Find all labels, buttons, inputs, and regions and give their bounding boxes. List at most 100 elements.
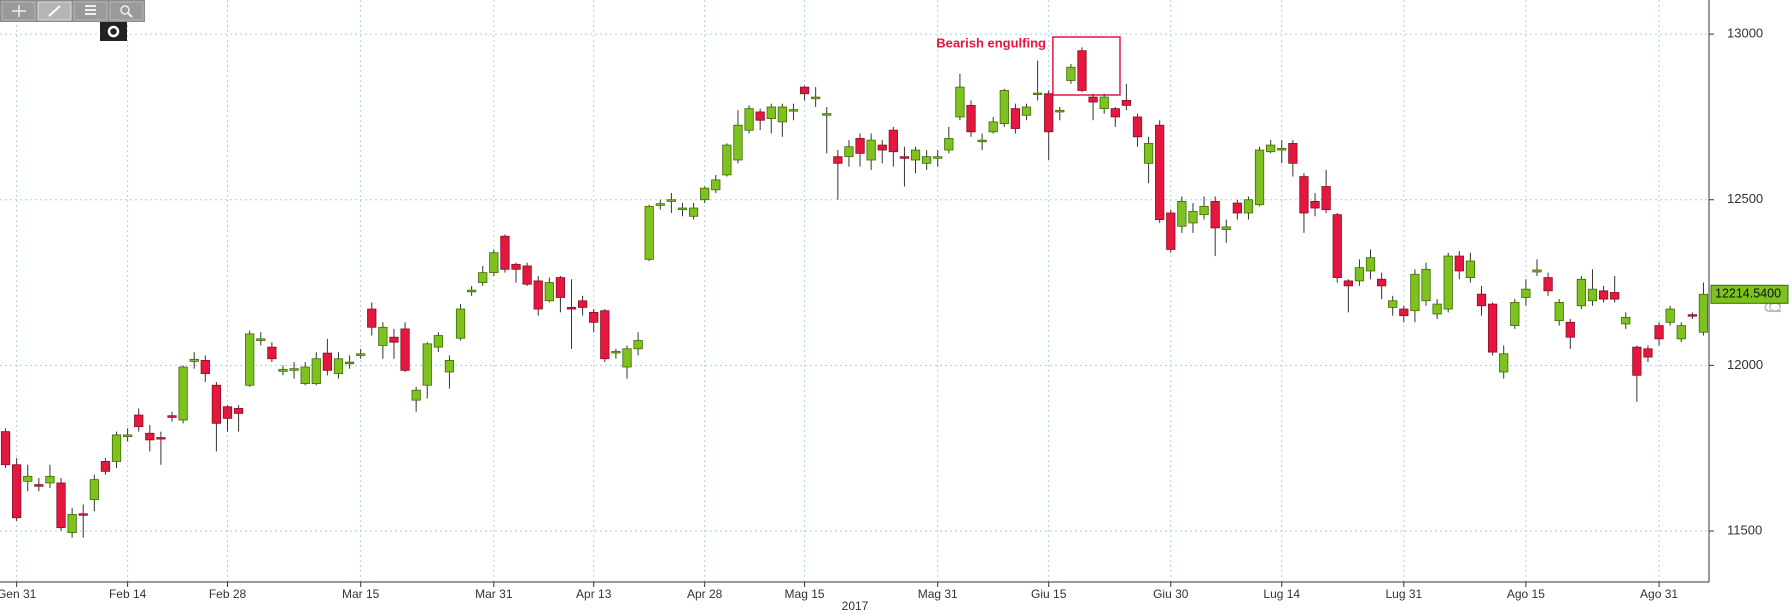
candle-body bbox=[1254, 149, 1265, 206]
candle-body bbox=[1399, 308, 1409, 317]
candle-body bbox=[1554, 302, 1564, 322]
candle-body bbox=[1654, 325, 1664, 340]
candle-body bbox=[922, 156, 932, 164]
draw-icon bbox=[48, 5, 61, 17]
candle-body bbox=[988, 121, 998, 133]
candle-body bbox=[1521, 288, 1531, 298]
candle-body bbox=[910, 149, 921, 161]
candle-body bbox=[1199, 205, 1209, 216]
candle-body bbox=[822, 113, 832, 116]
candle-body bbox=[888, 129, 898, 153]
candle-body bbox=[1410, 273, 1420, 312]
candle-body bbox=[1487, 303, 1498, 353]
candle-body bbox=[1643, 348, 1653, 358]
candle-body bbox=[1077, 50, 1087, 91]
candle-body bbox=[34, 484, 44, 487]
y-tick-label: 13000 bbox=[1727, 26, 1763, 41]
candle-body bbox=[1310, 200, 1320, 209]
candle-body bbox=[1388, 300, 1398, 308]
candle-body bbox=[844, 146, 854, 158]
candle-body bbox=[1610, 292, 1620, 300]
settings-button[interactable] bbox=[100, 22, 127, 41]
candle-body bbox=[1543, 277, 1553, 292]
candle-body bbox=[544, 282, 554, 302]
candle-body bbox=[389, 336, 399, 343]
candle-body bbox=[78, 513, 88, 516]
candle-body bbox=[489, 252, 499, 274]
x-tick-label: Feb 14 bbox=[109, 587, 147, 601]
y-tick-label: 12000 bbox=[1727, 357, 1763, 372]
candle-body bbox=[933, 156, 943, 159]
candle-body bbox=[1243, 199, 1254, 214]
candle-body bbox=[644, 205, 654, 260]
x-tick-label: Apr 13 bbox=[576, 587, 612, 601]
candle-body bbox=[1698, 293, 1709, 333]
candle-body bbox=[1621, 316, 1631, 325]
candle-body bbox=[1665, 308, 1675, 323]
candle-body bbox=[1155, 124, 1165, 221]
x-tick-label: Mag 31 bbox=[918, 587, 958, 601]
candle-body bbox=[755, 111, 765, 121]
candle-body bbox=[589, 311, 599, 323]
candle-body bbox=[289, 368, 299, 371]
candle-body bbox=[688, 207, 699, 217]
y-tick-label: 12500 bbox=[1727, 191, 1763, 206]
candle-body bbox=[1343, 280, 1353, 287]
candle-body bbox=[944, 138, 954, 151]
candle-body bbox=[522, 265, 532, 285]
candle-body bbox=[999, 90, 1009, 124]
last-price-label: 12214.5400 bbox=[1715, 287, 1781, 301]
candle-body bbox=[1288, 143, 1298, 164]
x-tick-label: Giu 30 bbox=[1153, 587, 1189, 601]
candle-body bbox=[655, 203, 665, 206]
candle-body bbox=[1465, 260, 1476, 278]
candle-body bbox=[411, 389, 421, 401]
candle-body bbox=[1510, 302, 1520, 327]
candle-body bbox=[1454, 255, 1464, 272]
settings-icon bbox=[107, 25, 120, 38]
candle-body bbox=[1266, 144, 1276, 153]
candle-body bbox=[378, 326, 388, 346]
candle-body bbox=[134, 414, 144, 428]
candle-body bbox=[600, 310, 610, 360]
y-tick-label: 11500 bbox=[1727, 522, 1762, 537]
candle-body bbox=[189, 359, 199, 362]
x-tick-label: Mar 15 bbox=[342, 587, 380, 601]
candle-body bbox=[1055, 109, 1065, 113]
candle-body bbox=[1010, 108, 1021, 129]
candle-body bbox=[1499, 353, 1509, 373]
candle-body bbox=[1432, 303, 1442, 315]
candle-body bbox=[311, 358, 321, 384]
candle-body bbox=[766, 106, 776, 119]
candle-body bbox=[1032, 92, 1043, 95]
candle-body bbox=[167, 415, 177, 418]
candle-body bbox=[1066, 66, 1076, 81]
candle-body bbox=[245, 333, 255, 386]
candle-body bbox=[455, 308, 466, 339]
candle-body bbox=[267, 346, 277, 360]
zoom-button[interactable] bbox=[109, 1, 144, 21]
candle-body bbox=[200, 359, 210, 375]
candle-body bbox=[977, 139, 987, 143]
candle-body bbox=[1166, 212, 1176, 250]
table-icon bbox=[85, 5, 96, 15]
x-tick-label: Ago 31 bbox=[1640, 587, 1678, 601]
last-price-box bbox=[1710, 284, 1789, 304]
candle-body bbox=[145, 432, 155, 441]
candle-body bbox=[1143, 143, 1154, 164]
candle-body bbox=[1687, 314, 1697, 317]
annotation-box bbox=[1052, 36, 1121, 96]
candle-body bbox=[500, 235, 510, 270]
candle-body bbox=[1099, 96, 1109, 110]
candle-body bbox=[278, 368, 288, 372]
candle-body bbox=[511, 263, 521, 270]
candle-body bbox=[1088, 96, 1098, 103]
x-tick-label: Mag 15 bbox=[785, 587, 825, 601]
candle-body bbox=[300, 366, 310, 384]
x-axis-label: 2017 bbox=[842, 599, 869, 613]
candle-body bbox=[1110, 108, 1120, 118]
candle-body bbox=[1443, 255, 1453, 310]
candle-body bbox=[1021, 106, 1032, 116]
